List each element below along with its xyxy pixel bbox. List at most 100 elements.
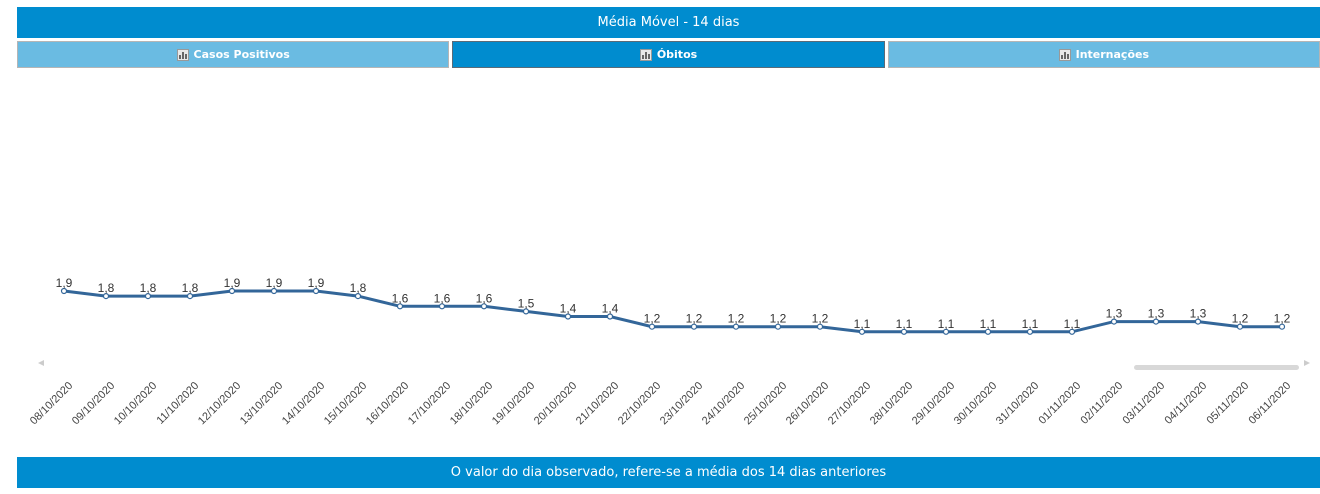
data-label: 1,1 xyxy=(938,317,955,331)
scroll-left-arrow-icon[interactable] xyxy=(38,360,44,366)
data-label: 1,2 xyxy=(1274,312,1291,326)
data-point[interactable] xyxy=(396,303,404,310)
data-point[interactable] xyxy=(816,323,824,330)
x-tick-label: 17/10/2020 xyxy=(406,380,453,427)
data-point[interactable] xyxy=(942,328,950,335)
data-point[interactable] xyxy=(60,287,68,295)
chart-footer-note: O valor do dia observado, refere-se a mé… xyxy=(17,457,1320,488)
x-tick-label: 30/10/2020 xyxy=(952,380,999,427)
x-tick-label: 03/11/2020 xyxy=(1120,380,1167,427)
x-tick-label: 28/10/2020 xyxy=(868,380,915,427)
data-point[interactable] xyxy=(900,328,908,335)
data-label: 1,1 xyxy=(1022,317,1039,331)
data-point[interactable] xyxy=(144,293,152,300)
tab-label: Casos Positivos xyxy=(193,48,290,61)
scroll-right-arrow-icon[interactable] xyxy=(1304,360,1310,366)
data-label: 1,6 xyxy=(434,291,451,305)
x-tick-label: 20/10/2020 xyxy=(532,380,579,427)
data-label: 1,2 xyxy=(770,312,787,326)
data-point[interactable] xyxy=(480,303,488,310)
bar-chart-icon xyxy=(1058,48,1071,61)
data-label: 1,8 xyxy=(350,281,367,295)
data-label: 1,9 xyxy=(224,276,241,290)
data-label: 1,9 xyxy=(56,276,73,290)
chart-scrollbar[interactable] xyxy=(1134,365,1299,370)
x-tick-label: 23/10/2020 xyxy=(658,380,705,427)
x-tick-label: 29/10/2020 xyxy=(910,380,957,427)
data-point[interactable] xyxy=(1278,323,1286,330)
data-point[interactable] xyxy=(270,287,278,295)
data-label: 1,5 xyxy=(518,296,535,310)
x-tick-label: 12/10/2020 xyxy=(196,380,243,427)
data-label: 1,1 xyxy=(896,317,913,331)
data-point[interactable] xyxy=(1110,318,1118,325)
x-tick-label: 04/11/2020 xyxy=(1162,380,1209,427)
x-tick-label: 10/10/2020 xyxy=(112,380,159,427)
tab-label: Óbitos xyxy=(656,48,698,61)
data-label: 1,9 xyxy=(266,276,283,290)
data-label: 1,4 xyxy=(602,302,619,316)
bar-chart-icon xyxy=(176,48,189,61)
data-point[interactable] xyxy=(186,293,194,300)
data-point[interactable] xyxy=(228,287,236,295)
x-tick-label: 09/10/2020 xyxy=(70,380,117,427)
chart-header: Média Móvel - 14 dias xyxy=(17,7,1320,38)
data-label: 1,3 xyxy=(1106,307,1123,321)
data-label: 1,8 xyxy=(140,281,157,295)
data-point[interactable] xyxy=(690,323,698,330)
data-label: 1,2 xyxy=(1232,312,1249,326)
data-label: 1,4 xyxy=(560,302,577,316)
data-label: 1,2 xyxy=(644,312,661,326)
data-label: 1,1 xyxy=(1064,317,1081,331)
data-label: 1,3 xyxy=(1148,307,1165,321)
x-tick-label: 16/10/2020 xyxy=(364,380,411,427)
data-label: 1,2 xyxy=(728,312,745,326)
data-point[interactable] xyxy=(522,308,530,315)
data-point[interactable] xyxy=(564,313,572,320)
data-point[interactable] xyxy=(606,313,614,320)
data-label: 1,3 xyxy=(1190,307,1207,321)
tab-obitos[interactable]: Óbitos xyxy=(452,41,885,68)
data-point[interactable] xyxy=(732,323,740,330)
x-tick-label: 15/10/2020 xyxy=(322,380,369,427)
tab-bar: Casos Positivos Óbitos Internações xyxy=(17,41,1320,68)
data-label: 1,6 xyxy=(392,291,409,305)
data-point[interactable] xyxy=(102,293,110,300)
data-label: 1,2 xyxy=(812,312,829,326)
data-point[interactable] xyxy=(438,303,446,310)
x-tick-label: 24/10/2020 xyxy=(700,380,747,427)
data-point[interactable] xyxy=(648,323,656,330)
x-tick-label: 06/11/2020 xyxy=(1246,380,1293,427)
x-tick-label: 13/10/2020 xyxy=(238,380,285,427)
data-label: 1,6 xyxy=(476,291,493,305)
tab-casos-positivos[interactable]: Casos Positivos xyxy=(17,41,450,68)
data-point[interactable] xyxy=(1026,328,1034,335)
data-label: 1,8 xyxy=(182,281,199,295)
data-point[interactable] xyxy=(984,328,992,335)
data-point[interactable] xyxy=(1236,323,1244,330)
data-point[interactable] xyxy=(1194,318,1202,325)
tab-internacoes[interactable]: Internações xyxy=(887,41,1320,68)
data-label: 1,9 xyxy=(308,276,325,290)
data-label: 1,8 xyxy=(98,281,115,295)
data-point[interactable] xyxy=(354,293,362,300)
x-tick-label: 19/10/2020 xyxy=(490,380,537,427)
data-label: 1,2 xyxy=(686,312,703,326)
data-point[interactable] xyxy=(774,323,782,330)
x-tick-label: 11/10/2020 xyxy=(154,380,201,427)
x-tick-label: 21/10/2020 xyxy=(574,380,621,427)
data-point[interactable] xyxy=(1152,318,1160,325)
x-tick-label: 08/10/2020 xyxy=(28,380,75,427)
data-point[interactable] xyxy=(1068,328,1076,335)
footer-text: O valor do dia observado, refere-se a mé… xyxy=(450,465,887,480)
x-tick-label: 14/10/2020 xyxy=(280,380,327,427)
x-tick-label: 02/11/2020 xyxy=(1078,380,1125,427)
data-point[interactable] xyxy=(858,328,866,335)
x-tick-label: 27/10/2020 xyxy=(826,380,873,427)
header-title: Média Móvel - 14 dias xyxy=(597,15,740,30)
data-point[interactable] xyxy=(312,287,320,295)
x-tick-label: 05/11/2020 xyxy=(1204,380,1251,427)
bar-chart-icon xyxy=(639,48,652,61)
x-tick-label: 31/10/2020 xyxy=(994,380,1041,427)
